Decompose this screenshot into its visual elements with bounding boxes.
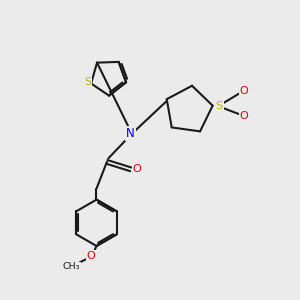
Text: CH₃: CH₃ — [62, 262, 80, 271]
Text: O: O — [87, 250, 95, 260]
Text: S: S — [216, 100, 223, 111]
Text: O: O — [239, 111, 248, 121]
Text: S: S — [84, 77, 91, 87]
Text: O: O — [133, 164, 142, 174]
Text: O: O — [239, 86, 248, 96]
Text: N: N — [126, 127, 135, 140]
